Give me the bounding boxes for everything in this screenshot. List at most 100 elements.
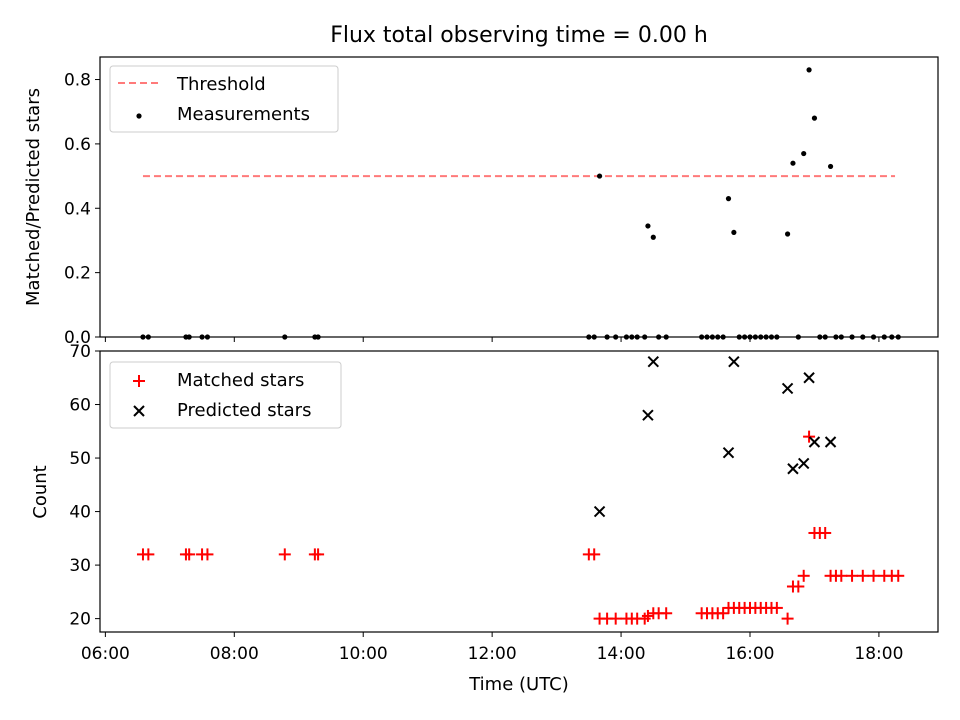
bottom-y-tick-label: 50 bbox=[69, 449, 91, 469]
top-y-tick-label: 0.8 bbox=[64, 71, 91, 91]
measurement-point bbox=[634, 334, 640, 340]
top-plot-frame bbox=[99, 56, 939, 338]
top-y-tick-label: 0.6 bbox=[64, 135, 91, 155]
matched-star-point bbox=[717, 607, 730, 620]
measurement-point bbox=[768, 334, 775, 340]
measurement-point bbox=[596, 173, 603, 179]
measurement-point bbox=[795, 334, 801, 340]
predicted-star-b bbox=[728, 355, 740, 368]
matched-star-point bbox=[892, 569, 905, 582]
bottom-legend-box bbox=[109, 361, 342, 429]
predicted-star-b bbox=[803, 372, 815, 384]
bottom-plot-frame bbox=[99, 350, 939, 633]
measurements-series bbox=[140, 67, 901, 340]
bottom-x-tick-label: 16:00 bbox=[725, 644, 774, 664]
measurement-point bbox=[758, 334, 764, 340]
measurement-point bbox=[199, 334, 205, 340]
matched-star-point bbox=[803, 430, 816, 443]
matched-star-point bbox=[660, 607, 673, 620]
measurement-point bbox=[591, 334, 597, 340]
matched-star-point bbox=[835, 569, 848, 582]
measurement-point bbox=[140, 334, 146, 340]
predicted-star-point bbox=[642, 409, 654, 421]
x-axis-label: Time (UTC) bbox=[468, 674, 569, 695]
measurement-point bbox=[806, 67, 812, 73]
measurement-point bbox=[870, 334, 877, 340]
matched-star-point bbox=[867, 569, 880, 582]
measurement-point bbox=[731, 229, 737, 236]
measurement-point bbox=[736, 334, 742, 340]
predicted-star-b bbox=[647, 355, 660, 368]
measurements-legend-swatch bbox=[136, 113, 142, 119]
measurement-point bbox=[725, 196, 732, 202]
bottom-x-tick-label: 12:00 bbox=[468, 644, 517, 664]
matched-stars-series bbox=[136, 430, 905, 625]
top-y-tick-label: 0.4 bbox=[64, 199, 91, 219]
measurement-point bbox=[656, 334, 662, 340]
bottom-y-axis: 20 30 40 50 60 70 bbox=[69, 342, 100, 630]
matched-star-point bbox=[183, 548, 196, 561]
measurements-legend-label: Measurements bbox=[177, 104, 310, 125]
matched-star-point bbox=[609, 612, 622, 625]
bottom-y-tick-label: 60 bbox=[69, 396, 91, 416]
predicted-star-b bbox=[808, 436, 821, 448]
measurement-point bbox=[663, 334, 669, 340]
predicted-star-point bbox=[647, 355, 660, 368]
matched-stars-legend-swatch bbox=[133, 375, 145, 387]
measurement-point bbox=[881, 334, 887, 340]
measurement-point bbox=[833, 334, 839, 340]
measurement-point bbox=[763, 334, 769, 340]
predicted-star-b bbox=[787, 463, 799, 475]
measurement-point bbox=[204, 334, 211, 340]
measurement-point bbox=[186, 334, 192, 340]
matched-stars-legend-label: Matched stars bbox=[177, 370, 304, 391]
predicted-star-b bbox=[797, 457, 810, 470]
measurement-point bbox=[645, 223, 651, 229]
measurement-point bbox=[629, 334, 635, 340]
measurement-point bbox=[774, 334, 780, 340]
predicted-star-point bbox=[808, 436, 821, 448]
measurement-point bbox=[838, 334, 844, 340]
measurement-point bbox=[742, 334, 748, 340]
bottom-y-tick-label: 40 bbox=[69, 503, 91, 523]
measurement-point bbox=[642, 334, 648, 340]
predicted-star-b bbox=[593, 505, 606, 518]
measurement-point bbox=[613, 334, 619, 340]
measurement-point bbox=[747, 334, 753, 340]
measurement-point bbox=[715, 334, 721, 340]
measurement-point bbox=[315, 334, 321, 340]
measurement-point bbox=[704, 334, 710, 340]
threshold-legend-label: Threshold bbox=[176, 74, 266, 95]
top-legend-box bbox=[109, 65, 339, 133]
measurement-point bbox=[586, 334, 592, 340]
matched-star-point bbox=[846, 569, 859, 582]
bottom-y-tick-label: 20 bbox=[69, 610, 91, 630]
matched-star-point bbox=[142, 548, 155, 561]
predicted-star-b bbox=[781, 382, 794, 395]
measurement-point bbox=[860, 334, 866, 340]
bottom-x-tick-label: 14:00 bbox=[597, 644, 646, 664]
bottom-x-tick-label: 10:00 bbox=[339, 644, 388, 664]
measurement-point bbox=[623, 334, 630, 340]
predicted-star-point bbox=[781, 382, 794, 395]
matched-star-point bbox=[856, 569, 869, 582]
bottom-x-tick-label: 06:00 bbox=[81, 644, 130, 664]
measurement-point bbox=[790, 160, 796, 166]
top-panel: Flux total observing time = 0.00 h 0.00.… bbox=[23, 23, 939, 348]
predicted-star-point bbox=[722, 446, 735, 459]
matched-star-point bbox=[588, 548, 601, 561]
matched-star-point bbox=[797, 569, 810, 582]
bottom-y-tick-label: 70 bbox=[69, 342, 91, 362]
chart-title: Flux total observing time = 0.00 h bbox=[330, 23, 708, 48]
measurement-point bbox=[889, 334, 895, 340]
measurement-point bbox=[822, 334, 828, 340]
measurement-point bbox=[145, 334, 151, 340]
bottom-legend: Matched stars Predicted stars bbox=[109, 361, 342, 429]
measurement-point bbox=[650, 234, 656, 240]
bottom-x-tick-label: 18:00 bbox=[854, 644, 903, 664]
matched-star-point bbox=[819, 526, 832, 539]
predicted-stars-legend-label: Predicted stars bbox=[177, 400, 311, 421]
matched-star-point bbox=[781, 612, 794, 625]
measurement-point bbox=[895, 334, 901, 340]
measurement-point bbox=[817, 334, 823, 340]
